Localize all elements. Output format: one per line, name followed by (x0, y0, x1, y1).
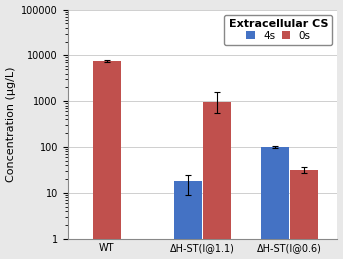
Y-axis label: Concentration (μg/L): Concentration (μg/L) (5, 66, 15, 182)
Bar (174, 181, 202, 259)
Bar (203, 102, 231, 259)
Bar (261, 147, 289, 259)
Legend: 4s, 0s: 4s, 0s (224, 15, 332, 45)
Bar (93, 61, 121, 259)
Bar (291, 170, 318, 259)
